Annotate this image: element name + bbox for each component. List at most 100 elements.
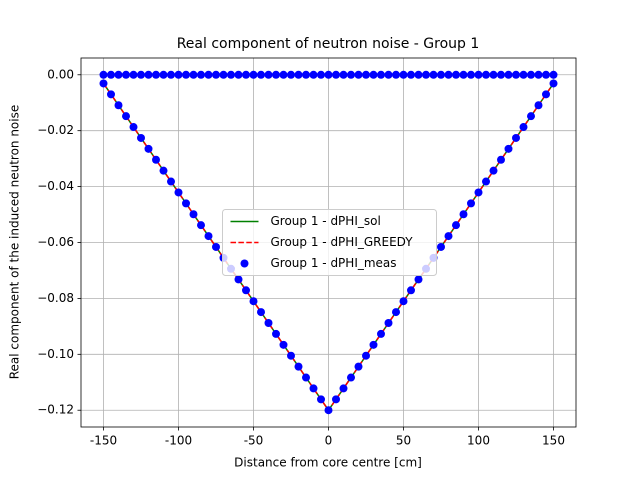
data-point [212,70,220,79]
data-point [504,144,513,153]
data-point [152,70,160,79]
data-point [459,70,468,79]
data-point [309,384,318,393]
data-point [204,70,213,79]
x-tick-label: -100 [165,434,192,448]
data-point [414,275,423,284]
data-point [512,133,520,142]
x-axis-label: Distance from core centre [cm] [234,456,422,470]
data-point [377,329,385,338]
data-point [437,70,445,79]
data-point [107,70,115,79]
data-point [459,210,468,219]
data-point [362,70,370,79]
data-point [249,297,258,306]
data-point [152,155,160,164]
data-point [444,232,453,241]
data-point [174,70,183,79]
data-point [107,90,115,99]
data-point [392,70,400,79]
data-point [114,101,123,110]
data-point [294,70,303,79]
y-tick-label: −0.02 [37,123,74,137]
data-point [242,70,250,79]
data-point [309,70,318,79]
data-point [392,308,400,317]
data-point [467,199,475,208]
data-point [384,319,393,328]
data-point [474,188,483,197]
data-point [512,70,520,79]
data-point [279,340,288,349]
data-point [399,297,408,306]
data-point [234,70,243,79]
data-point [264,70,273,79]
data-point [482,177,490,186]
data-point [189,70,198,79]
data-point [324,406,333,415]
data-point [452,70,460,79]
y-tick-label: −0.12 [37,403,74,417]
data-point [212,242,220,251]
chart-title: Real component of neutron noise - Group … [177,36,480,52]
data-point [167,177,175,186]
data-point [137,133,145,142]
data-point [129,123,138,132]
data-point [534,101,543,110]
legend-label: Group 1 - dPHI_meas [271,256,397,270]
data-point [197,70,205,79]
data-point [182,199,190,208]
data-point [234,275,243,284]
y-tick-label: −0.04 [37,179,74,193]
legend-label: Group 1 - dPHI_GREEDY [271,235,414,249]
data-point [332,395,340,404]
data-point [219,70,228,79]
data-point [257,70,265,79]
y-tick-label: 0.00 [47,67,74,81]
data-point [324,70,333,79]
data-point [272,70,280,79]
data-point [242,286,250,295]
data-point [527,112,535,121]
data-point [407,286,415,295]
data-point [429,70,438,79]
data-point [99,70,108,79]
y-axis-label: Real component of the induced neutron no… [8,105,22,380]
data-point [549,70,558,79]
data-point [467,70,475,79]
data-point [347,70,355,79]
data-point [369,70,378,79]
data-point [519,70,528,79]
data-point [114,70,123,79]
data-point [482,70,490,79]
data-point [167,70,175,79]
legend-box [222,209,437,276]
data-point [489,166,498,175]
legend-marker [240,259,249,268]
data-point [272,329,280,338]
data-point [279,70,288,79]
data-point [257,308,265,317]
legend-label: Group 1 - dPHI_sol [271,214,381,228]
data-point [422,70,430,79]
data-point [519,123,528,132]
data-point [354,70,363,79]
y-tick-label: −0.08 [37,291,74,305]
data-point [249,70,258,79]
x-tick-label: -50 [244,434,264,448]
data-point [294,362,303,371]
data-point [534,70,543,79]
data-point [549,79,558,88]
data-point [369,340,378,349]
y-tick-label: −0.10 [37,347,74,361]
data-point [302,373,310,382]
x-tick-label: 0 [325,434,333,448]
data-point [144,144,153,153]
data-point [287,70,295,79]
data-point [189,210,198,219]
data-point [317,70,325,79]
data-point [504,70,513,79]
data-point [174,188,183,197]
